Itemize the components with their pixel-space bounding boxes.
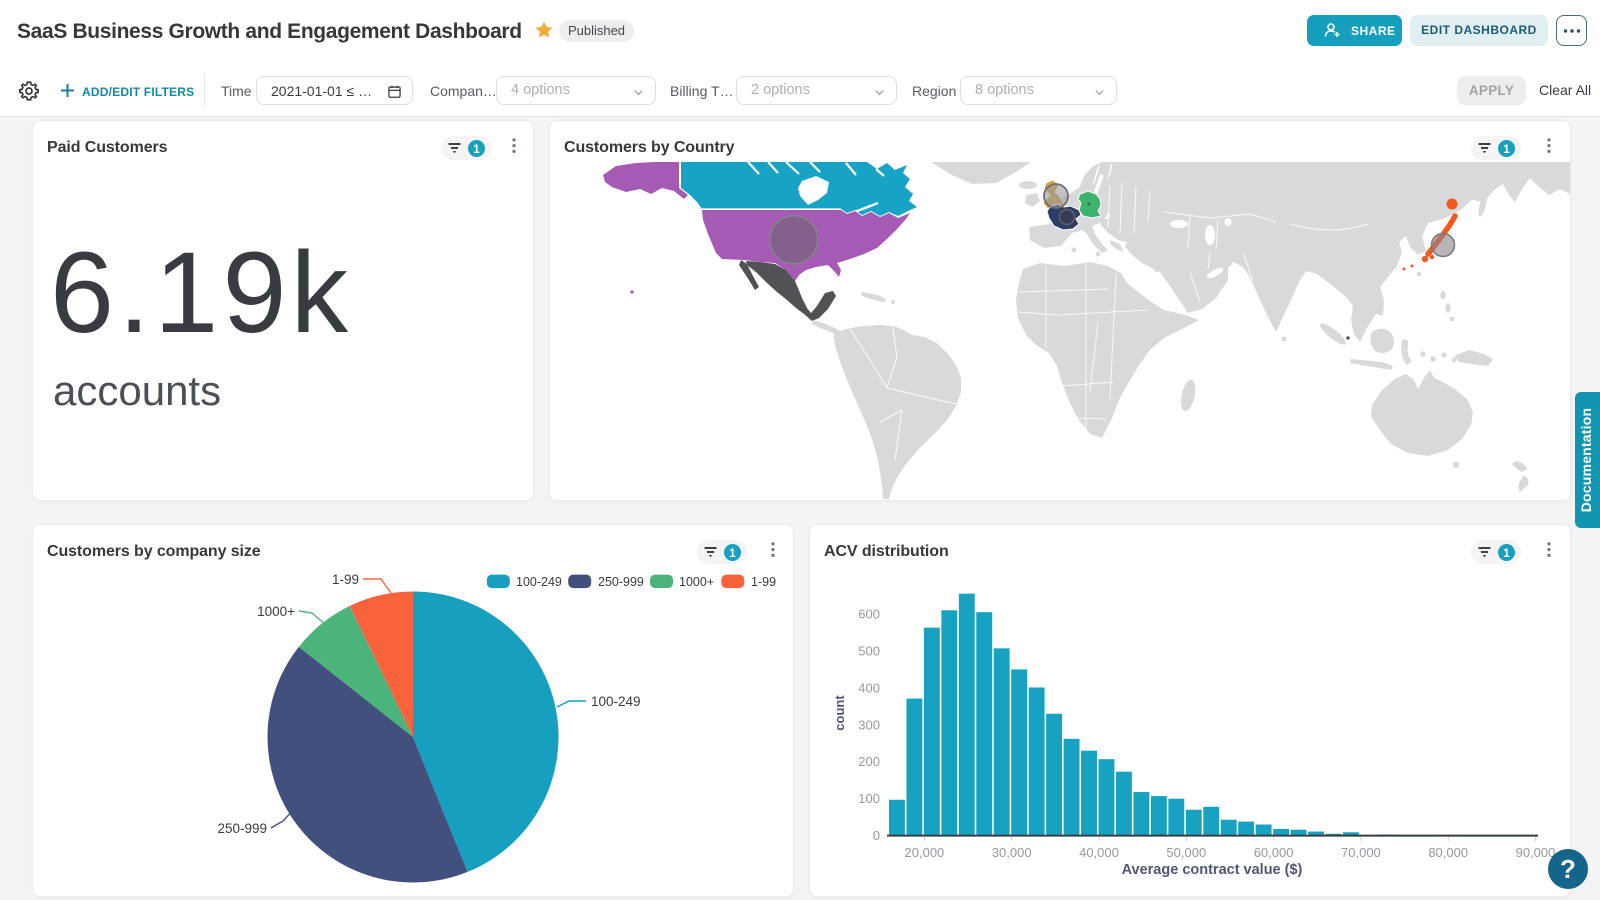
svg-text:Average contract value ($): Average contract value ($) — [1122, 862, 1303, 878]
svg-text:1-99: 1-99 — [332, 572, 359, 587]
svg-text:1-99: 1-99 — [751, 575, 776, 589]
svg-text:1000+: 1000+ — [679, 575, 714, 589]
svg-text:300: 300 — [858, 717, 880, 732]
svg-text:250-999: 250-999 — [598, 575, 644, 589]
svg-text:0: 0 — [873, 828, 880, 843]
svg-text:1: 1 — [1503, 548, 1510, 560]
svg-text:40,000: 40,000 — [1079, 845, 1119, 860]
svg-text:20,000: 20,000 — [905, 845, 945, 860]
svg-text:60,000: 60,000 — [1254, 845, 1294, 860]
svg-text:90,000: 90,000 — [1516, 845, 1556, 860]
svg-text:100-249: 100-249 — [516, 575, 562, 589]
svg-text:count: count — [832, 695, 847, 731]
svg-text:1: 1 — [1503, 144, 1510, 156]
svg-text:1000+: 1000+ — [257, 604, 295, 619]
svg-text:600: 600 — [858, 607, 880, 622]
svg-text:50,000: 50,000 — [1166, 845, 1206, 860]
svg-text:400: 400 — [858, 680, 880, 695]
svg-text:200: 200 — [858, 754, 880, 769]
svg-text:250-999: 250-999 — [217, 821, 267, 836]
svg-text:80,000: 80,000 — [1428, 845, 1468, 860]
svg-text:30,000: 30,000 — [992, 845, 1032, 860]
svg-text:70,000: 70,000 — [1341, 845, 1381, 860]
svg-text:1: 1 — [729, 548, 736, 560]
svg-text:1: 1 — [473, 144, 480, 156]
svg-text:100-249: 100-249 — [591, 694, 641, 709]
svg-text:100: 100 — [858, 791, 880, 806]
svg-text:500: 500 — [858, 643, 880, 658]
